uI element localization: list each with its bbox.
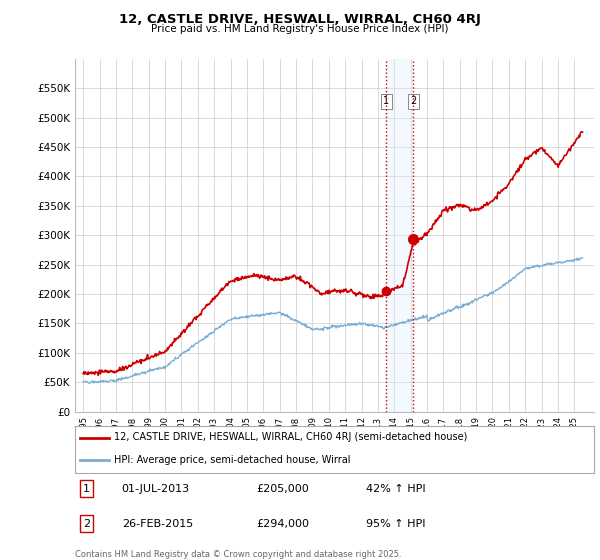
Text: Price paid vs. HM Land Registry's House Price Index (HPI): Price paid vs. HM Land Registry's House …	[151, 24, 449, 34]
Text: 42% ↑ HPI: 42% ↑ HPI	[365, 484, 425, 493]
Text: 1: 1	[383, 96, 389, 106]
Text: Contains HM Land Registry data © Crown copyright and database right 2025.
This d: Contains HM Land Registry data © Crown c…	[75, 550, 401, 560]
Text: £294,000: £294,000	[257, 519, 310, 529]
Text: £205,000: £205,000	[257, 484, 310, 493]
Text: 26-FEB-2015: 26-FEB-2015	[122, 519, 193, 529]
Text: 1: 1	[83, 484, 90, 493]
Text: 2: 2	[410, 96, 416, 106]
Text: HPI: Average price, semi-detached house, Wirral: HPI: Average price, semi-detached house,…	[114, 455, 350, 465]
Text: 01-JUL-2013: 01-JUL-2013	[122, 484, 190, 493]
Text: 12, CASTLE DRIVE, HESWALL, WIRRAL, CH60 4RJ (semi-detached house): 12, CASTLE DRIVE, HESWALL, WIRRAL, CH60 …	[114, 432, 467, 442]
Bar	[386, 59, 413, 412]
Text: 12, CASTLE DRIVE, HESWALL, WIRRAL, CH60 4RJ: 12, CASTLE DRIVE, HESWALL, WIRRAL, CH60 …	[119, 13, 481, 26]
Text: 2: 2	[83, 519, 90, 529]
Text: 95% ↑ HPI: 95% ↑ HPI	[365, 519, 425, 529]
